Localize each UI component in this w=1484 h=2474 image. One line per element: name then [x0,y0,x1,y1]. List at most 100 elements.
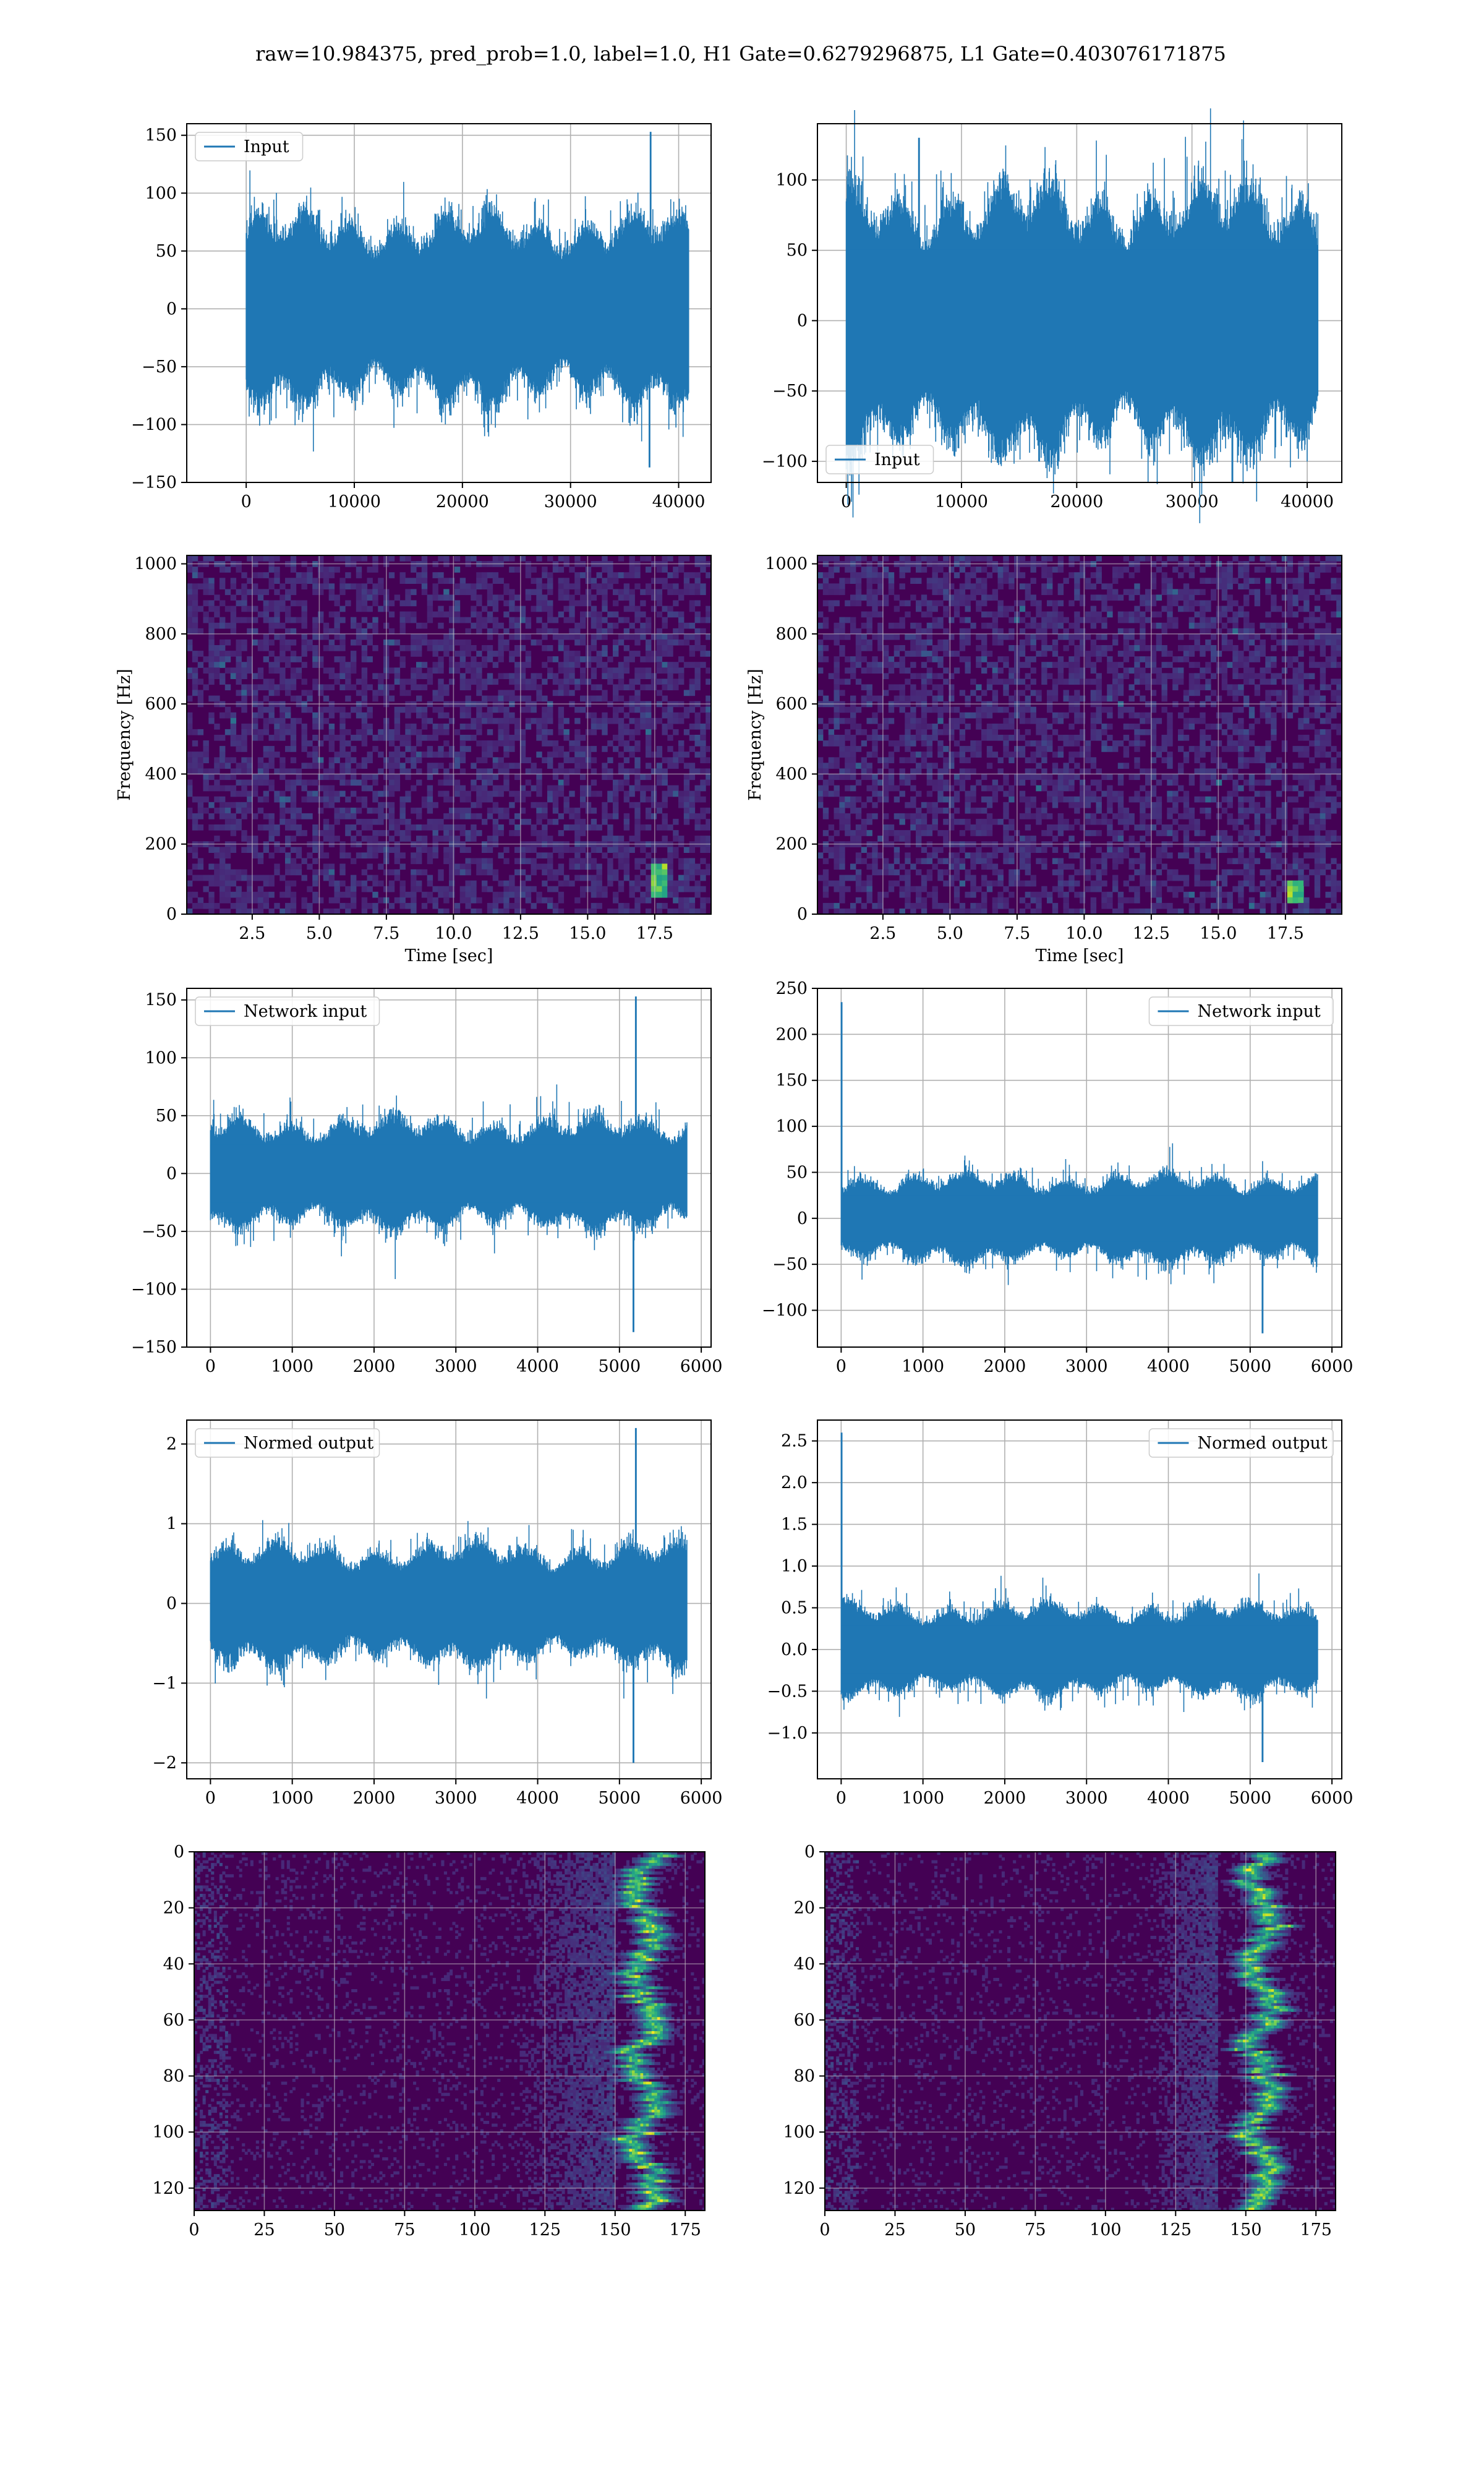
heatmap-cell [564,881,569,887]
heatmap-cell [1036,696,1041,702]
heatmap-cell [883,724,889,730]
heatmap-cell [1162,583,1167,589]
heatmap-cell [662,662,668,668]
heatmap-cell [695,612,701,618]
heatmap-cell [651,875,657,881]
heatmap-cell [1216,606,1222,612]
heatmap-cell [335,555,340,562]
heatmap-cell [471,892,476,898]
x-tick-label: 20000 [436,492,489,511]
heatmap-cell [231,819,236,825]
heatmap-cell [263,824,269,831]
heatmap-cell [274,555,279,562]
heatmap-cell [231,847,236,853]
heatmap-cell [454,824,460,831]
heatmap-cell [949,696,954,702]
heatmap-cell [307,797,312,803]
heatmap-cell [839,634,845,640]
heatmap-cell [1303,724,1309,730]
heatmap-cell [329,774,335,780]
heatmap-cell [203,617,209,623]
heatmap-cell [1293,684,1298,690]
heatmap-cell [823,623,829,629]
heatmap-cell [279,707,285,713]
heatmap-cell [1047,662,1052,668]
heatmap-cell [269,623,275,629]
heatmap-cell [949,567,954,573]
heatmap-cell [684,583,689,589]
heatmap-cell [607,830,613,836]
x-tick-label: 30000 [544,492,597,511]
heatmap-cell [1232,612,1238,618]
heatmap-cell [208,628,214,635]
heatmap-cell [1287,606,1293,612]
heatmap-cell [493,555,498,562]
heatmap-cell [476,813,482,820]
heatmap-cell [624,634,629,640]
heatmap-cell [624,852,629,858]
heatmap-cell [296,718,302,724]
heatmap-cell [372,819,378,825]
heatmap-cell [231,606,236,612]
heatmap-cell [198,813,203,820]
heatmap-cell [460,740,466,747]
heatmap-cell [454,863,460,870]
heatmap-cell [312,718,318,724]
heatmap-cell [531,589,537,595]
heatmap-cell [856,578,861,584]
heatmap-cell [613,645,618,651]
heatmap-cell [405,601,411,607]
heatmap-cell [433,707,438,713]
heatmap-cell [1189,617,1195,623]
heatmap-cell [269,578,275,584]
heatmap-cell [356,628,362,635]
heatmap-cell [466,589,471,595]
heatmap-cell [927,601,932,607]
heatmap-cell [389,667,394,674]
heatmap-cell [476,718,482,724]
heatmap-cell [1140,673,1145,679]
heatmap-cell [673,667,678,674]
heatmap-cell [279,606,285,612]
heatmap-cell [236,589,242,595]
heatmap-cell [400,897,406,904]
heatmap-cell [700,757,706,763]
heatmap-cell [591,863,597,870]
heatmap-cell [1096,645,1102,651]
heatmap-cell [274,667,279,674]
heatmap-cell [187,892,192,898]
heatmap-cell [225,707,231,713]
heatmap-cell [937,729,943,735]
heatmap-cell [351,617,356,623]
heatmap-cell [1167,589,1172,595]
heatmap-cell [624,662,629,668]
heatmap-cell [817,572,823,578]
heatmap-cell [258,667,263,674]
heatmap-cell [1124,707,1129,713]
heatmap-cell [618,836,624,842]
heatmap-cell [1260,673,1266,679]
heatmap-cell [208,881,214,887]
heatmap-cell [389,740,394,747]
heatmap-cell [400,819,406,825]
heatmap-cell [624,572,629,578]
heatmap-cell [861,667,867,674]
heatmap-cell [905,567,910,573]
heatmap-cell [607,757,613,763]
heatmap-cell [634,824,640,831]
heatmap-cell [1255,645,1260,651]
heatmap-cell [569,881,574,887]
heatmap-cell [405,578,411,584]
heatmap-cell [400,808,406,814]
heatmap-cell [214,735,220,741]
heatmap-cell [1298,623,1303,629]
heatmap-cell [900,667,905,674]
series-core [846,250,1318,392]
heatmap-cell [1298,690,1303,696]
heatmap-cell [405,589,411,595]
heatmap-cell [640,623,646,629]
heatmap-cell [998,583,1004,589]
heatmap-cell [662,780,668,786]
heatmap-cell [574,836,580,842]
heatmap-cell [1041,645,1047,651]
